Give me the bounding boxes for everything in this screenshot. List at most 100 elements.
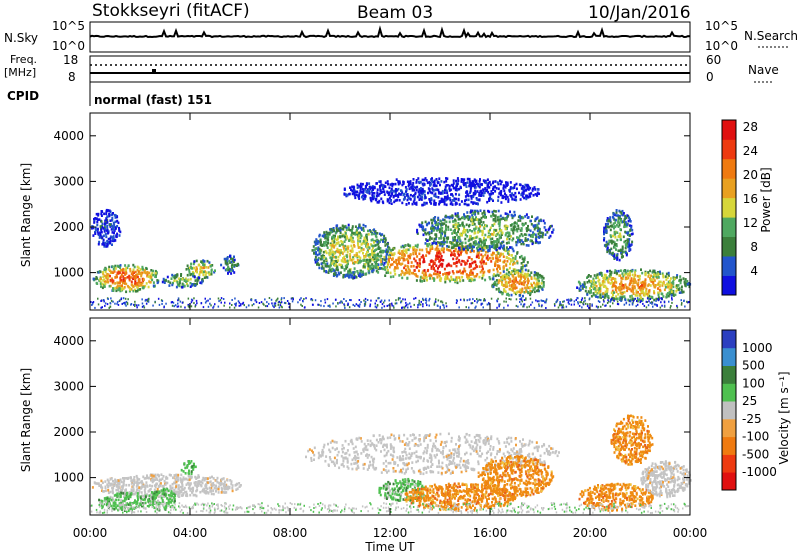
scatter-cell: [425, 275, 428, 279]
scatter-cell: [148, 280, 151, 283]
scatter-cell: [392, 183, 395, 186]
scatter-cell: [458, 236, 461, 239]
scatter-cell: [520, 262, 523, 265]
nave-label: Nave: [748, 63, 779, 77]
scatter-cell: [545, 299, 547, 302]
scatter-cell: [471, 278, 474, 281]
scatter-cell: [518, 238, 521, 242]
scatter-cell: [353, 232, 356, 235]
scatter-cell: [655, 303, 657, 306]
scatter-cell: [525, 273, 528, 277]
scatter-cell: [601, 274, 603, 277]
scatter-cell: [106, 303, 109, 306]
scatter-cell: [101, 222, 104, 226]
scatter-cell: [640, 300, 642, 303]
scatter-cell: [577, 301, 579, 304]
scatter-cell: [657, 296, 660, 299]
scatter-cell: [508, 266, 511, 270]
scatter-cell: [435, 233, 438, 236]
scatter-cell: [499, 259, 502, 262]
scatter-cell: [396, 198, 399, 202]
scatter-cell: [425, 179, 428, 182]
scatter-cell: [339, 231, 342, 235]
scatter-cell: [616, 258, 619, 261]
scatter-cell: [311, 249, 314, 252]
scatter-cell: [452, 186, 455, 190]
scatter-cell: [424, 298, 427, 301]
scatter-cell: [597, 300, 600, 303]
scatter-cell: [454, 223, 457, 227]
scatter-cell: [684, 278, 687, 281]
scatter-cell: [609, 275, 612, 279]
scatter-cell: [435, 246, 438, 250]
scatter-cell: [405, 249, 408, 253]
scatter-cell: [122, 268, 125, 271]
scatter-cell: [173, 276, 176, 280]
scatter-cell: [484, 278, 487, 282]
scatter-cell: [615, 281, 618, 284]
scatter-cell: [453, 199, 456, 202]
scatter-cell: [541, 275, 544, 278]
scatter-cell: [351, 225, 354, 228]
scatter-cell: [514, 213, 516, 217]
scatter-cell: [461, 221, 464, 225]
scatter-cell: [592, 277, 595, 281]
scatter-cell: [168, 284, 171, 287]
scatter-cell: [469, 229, 471, 232]
scatter-cell: [119, 269, 122, 272]
scatter-cell: [520, 274, 523, 277]
scatter-cell: [421, 178, 424, 182]
scatter-cell: [394, 199, 397, 202]
scatter-cell: [521, 288, 524, 292]
scatter-cell: [477, 210, 480, 214]
scatter-cell: [94, 232, 97, 235]
scatter-cell: [424, 276, 427, 280]
scatter-cell: [538, 192, 540, 196]
scatter-cell: [470, 258, 473, 261]
scatter-cell: [478, 229, 481, 232]
scatter-cell: [225, 257, 228, 261]
scatter-cell: [384, 241, 387, 244]
scatter-cell: [338, 263, 341, 266]
scatter-cell: [525, 233, 528, 237]
scatter-cell: [339, 229, 342, 232]
scatter-cell: [503, 288, 506, 291]
scatter-cell: [405, 188, 408, 191]
scatter-cell: [408, 187, 411, 191]
scatter-cell: [612, 284, 615, 288]
scatter-cell: [373, 252, 376, 255]
scatter-cell: [288, 306, 291, 309]
scatter-cell: [346, 264, 349, 267]
scatter-cell: [505, 227, 508, 231]
scatter-cell: [503, 277, 506, 281]
scatter-cell: [520, 267, 523, 271]
scatter-cell: [472, 195, 475, 199]
scatter-cell: [488, 269, 491, 272]
scatter-cell: [665, 293, 668, 297]
scatter-cell: [450, 251, 453, 254]
scatter-cell: [461, 234, 463, 237]
scatter-cell: [485, 238, 487, 242]
scatter-cell: [504, 233, 507, 237]
scatter-cell: [177, 299, 179, 302]
scatter-cell: [455, 233, 458, 237]
scatter-cell: [405, 268, 407, 271]
scatter-cell: [387, 248, 390, 251]
scatter-cell: [358, 261, 361, 264]
scatter-cell: [108, 212, 111, 216]
scatter-cell: [352, 303, 354, 306]
scatter-cell: [501, 278, 504, 282]
scatter-cell: [358, 192, 361, 195]
scatter-cell: [518, 294, 521, 297]
scatter-cell: [578, 287, 581, 290]
scatter-cell: [448, 278, 451, 281]
scatter-cell: [429, 236, 432, 239]
scatter-cell: [418, 303, 420, 306]
scatter-cell: [354, 233, 357, 236]
scatter-cell: [226, 257, 229, 261]
scatter-cell: [187, 278, 190, 282]
scatter-cell: [617, 219, 620, 222]
scatter-cell: [664, 285, 667, 289]
scatter-cell: [133, 271, 135, 274]
scatter-cell: [471, 222, 474, 225]
